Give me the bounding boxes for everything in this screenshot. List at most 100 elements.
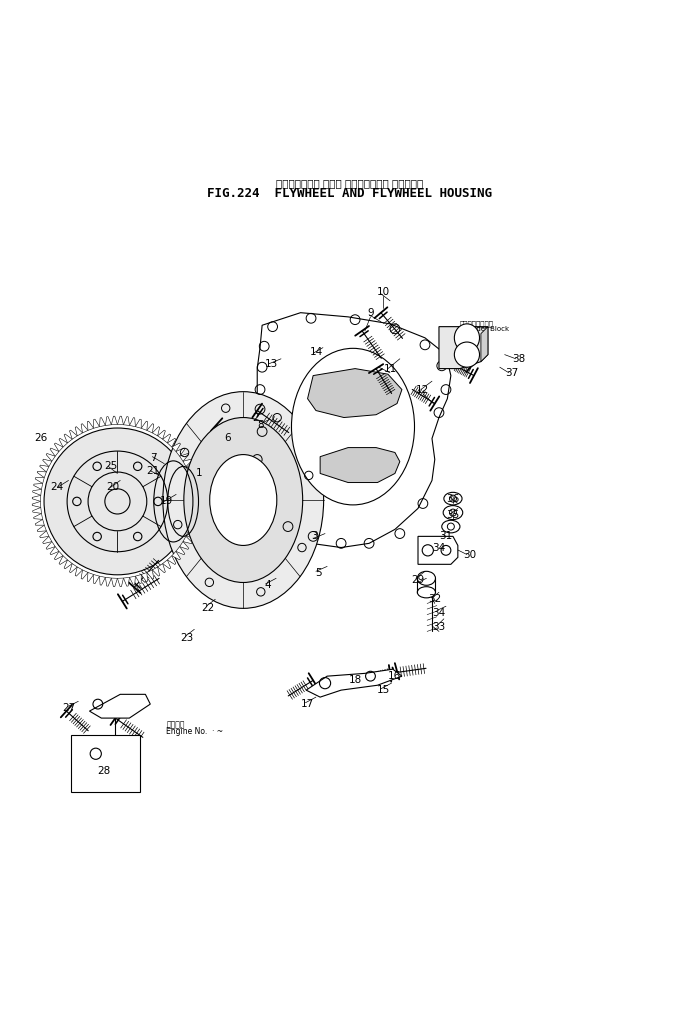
Text: 18: 18 xyxy=(349,675,361,685)
Polygon shape xyxy=(167,556,176,565)
Text: 16: 16 xyxy=(389,671,401,681)
Polygon shape xyxy=(183,459,192,466)
Polygon shape xyxy=(94,575,99,584)
Polygon shape xyxy=(167,438,176,447)
Polygon shape xyxy=(55,552,63,560)
Circle shape xyxy=(44,428,191,575)
Text: 36: 36 xyxy=(447,494,459,504)
Polygon shape xyxy=(64,434,72,443)
Polygon shape xyxy=(183,536,192,544)
Text: 7: 7 xyxy=(150,453,157,463)
Polygon shape xyxy=(75,427,82,436)
Text: 28: 28 xyxy=(97,767,110,777)
Polygon shape xyxy=(418,536,458,565)
Text: FIG.224  FLYWHEEL AND FLYWHEEL HOUSING: FIG.224 FLYWHEEL AND FLYWHEEL HOUSING xyxy=(207,188,492,201)
Polygon shape xyxy=(180,453,189,461)
Text: シリンダブロック: シリンダブロック xyxy=(460,320,494,327)
Text: 機関番号: 機関番号 xyxy=(166,720,185,729)
Polygon shape xyxy=(176,547,185,555)
Text: 8: 8 xyxy=(257,420,264,430)
Text: 29: 29 xyxy=(412,575,424,585)
Polygon shape xyxy=(191,519,200,525)
Polygon shape xyxy=(172,443,180,451)
Polygon shape xyxy=(69,430,78,439)
Polygon shape xyxy=(75,567,82,576)
Polygon shape xyxy=(136,419,141,428)
Ellipse shape xyxy=(454,342,480,367)
Text: Cylinder Block: Cylinder Block xyxy=(459,325,509,332)
Polygon shape xyxy=(99,576,106,585)
Polygon shape xyxy=(50,547,59,555)
Text: 33: 33 xyxy=(433,623,445,632)
Text: フライホイール および フライホイール ハウジング: フライホイール および フライホイール ハウジング xyxy=(276,178,423,189)
Text: 3: 3 xyxy=(311,531,318,541)
Polygon shape xyxy=(189,472,198,478)
Text: Engine No.  · ~: Engine No. · ~ xyxy=(166,727,224,736)
Polygon shape xyxy=(99,418,106,427)
Text: 23: 23 xyxy=(181,634,194,644)
Polygon shape xyxy=(129,576,136,585)
Ellipse shape xyxy=(454,323,480,352)
Polygon shape xyxy=(141,421,147,430)
Polygon shape xyxy=(32,496,41,501)
Text: 34: 34 xyxy=(433,608,445,619)
Polygon shape xyxy=(147,570,154,579)
Ellipse shape xyxy=(184,418,303,582)
Polygon shape xyxy=(37,472,46,478)
Polygon shape xyxy=(33,507,41,513)
Polygon shape xyxy=(141,573,147,582)
Polygon shape xyxy=(186,531,195,537)
Polygon shape xyxy=(192,484,201,490)
Polygon shape xyxy=(152,567,159,576)
Text: 10: 10 xyxy=(377,287,389,297)
Text: 32: 32 xyxy=(428,594,441,604)
Text: 15: 15 xyxy=(377,685,389,696)
Polygon shape xyxy=(129,418,136,427)
Polygon shape xyxy=(87,573,94,582)
Polygon shape xyxy=(194,501,203,507)
Polygon shape xyxy=(43,459,52,466)
Text: 4: 4 xyxy=(264,580,271,590)
Polygon shape xyxy=(111,416,117,425)
Text: 28: 28 xyxy=(116,699,129,709)
Polygon shape xyxy=(308,369,402,418)
Polygon shape xyxy=(191,478,200,484)
Ellipse shape xyxy=(210,454,277,546)
Polygon shape xyxy=(59,556,68,565)
Polygon shape xyxy=(69,564,78,573)
Polygon shape xyxy=(136,575,141,584)
Polygon shape xyxy=(34,484,43,490)
Text: 26: 26 xyxy=(34,434,47,443)
Text: 2: 2 xyxy=(252,413,259,423)
Polygon shape xyxy=(64,560,72,569)
Text: 35: 35 xyxy=(447,510,459,520)
Polygon shape xyxy=(106,577,111,586)
Polygon shape xyxy=(89,695,150,718)
Polygon shape xyxy=(152,427,159,436)
Polygon shape xyxy=(32,501,41,507)
Text: 22: 22 xyxy=(202,603,215,613)
Polygon shape xyxy=(320,447,400,483)
Ellipse shape xyxy=(163,391,324,608)
Polygon shape xyxy=(117,578,124,587)
Polygon shape xyxy=(40,465,49,472)
Polygon shape xyxy=(35,519,44,525)
Polygon shape xyxy=(194,496,203,501)
Polygon shape xyxy=(81,424,88,433)
Polygon shape xyxy=(157,430,166,439)
Text: 34: 34 xyxy=(433,542,445,553)
Polygon shape xyxy=(481,327,488,362)
Polygon shape xyxy=(186,465,195,472)
Polygon shape xyxy=(189,525,198,531)
Polygon shape xyxy=(192,513,201,519)
Polygon shape xyxy=(81,570,88,579)
Polygon shape xyxy=(147,424,154,433)
Text: 19: 19 xyxy=(160,497,173,506)
Polygon shape xyxy=(59,438,68,447)
Polygon shape xyxy=(306,669,402,698)
Text: 24: 24 xyxy=(51,483,64,493)
Text: 21: 21 xyxy=(146,465,159,476)
Text: 5: 5 xyxy=(315,569,322,578)
Polygon shape xyxy=(163,560,171,569)
Polygon shape xyxy=(439,327,488,369)
